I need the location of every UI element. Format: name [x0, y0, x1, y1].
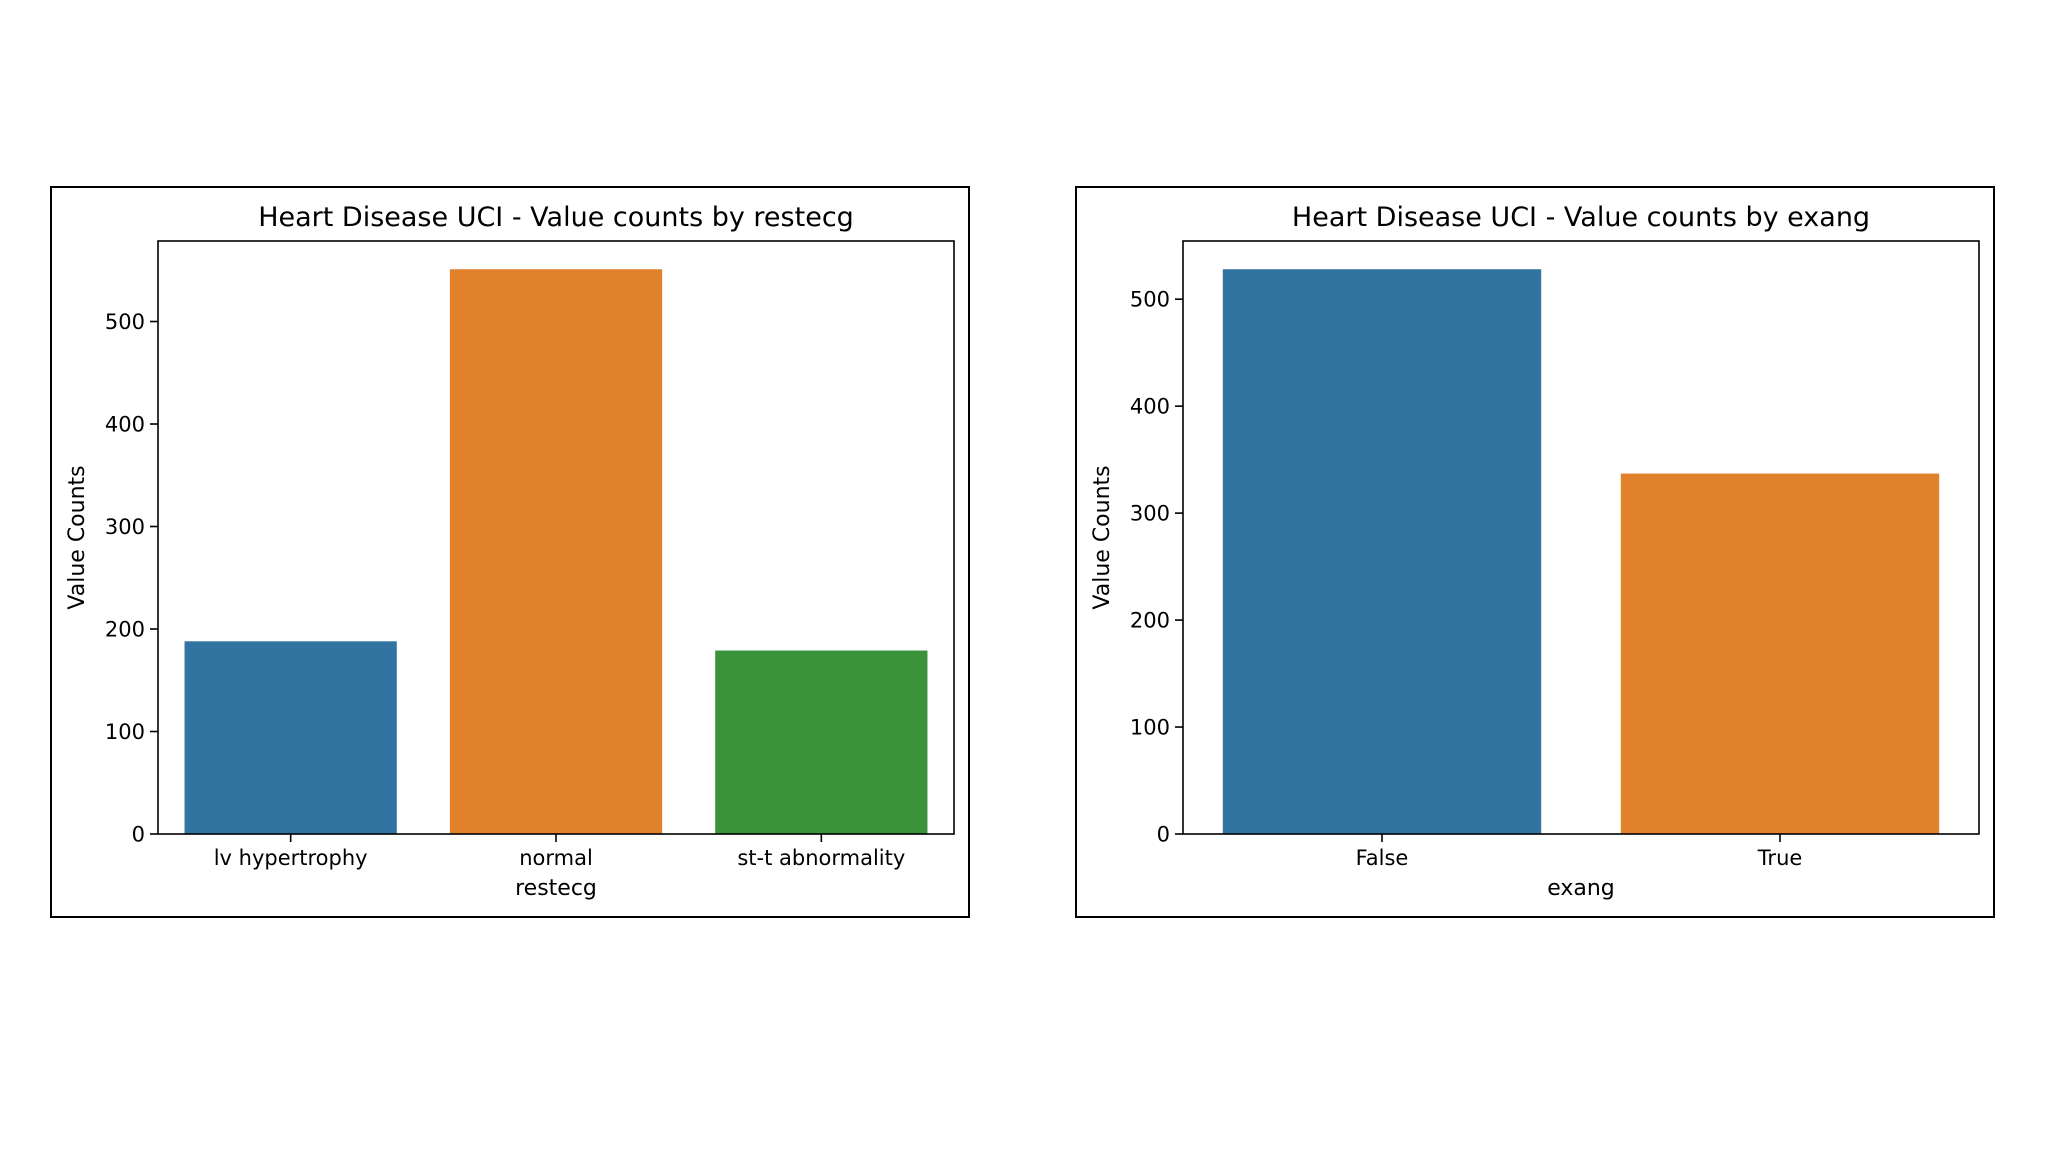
- y-tick-label: 500: [105, 310, 145, 334]
- bar-chart-exang: Heart Disease UCI - Value counts by exan…: [1090, 202, 1980, 901]
- y-tick-label: 400: [105, 413, 145, 437]
- bar-false: [1222, 269, 1542, 834]
- chart-panel-exang: Heart Disease UCI - Value counts by exan…: [1075, 186, 1995, 918]
- chart-title: Heart Disease UCI - Value counts by rest…: [258, 202, 854, 233]
- x-axis-label: exang: [1547, 876, 1615, 901]
- x-tick-label-lv-hypertrophy: lv hypertrophy: [214, 846, 368, 870]
- y-tick-label: 100: [105, 720, 145, 744]
- x-axis-label: restecg: [515, 876, 597, 901]
- y-tick-label: 200: [1130, 609, 1170, 633]
- y-tick-label: 0: [132, 823, 145, 847]
- bar-normal: [449, 269, 663, 834]
- bar-chart-restecg: Heart Disease UCI - Value counts by rest…: [65, 202, 955, 901]
- bar-true: [1620, 473, 1940, 834]
- chart-title: Heart Disease UCI - Value counts by exan…: [1292, 202, 1870, 233]
- y-tick-label: 200: [105, 618, 145, 642]
- y-tick-label: 100: [1130, 716, 1170, 740]
- x-tick-label-normal: normal: [519, 846, 593, 870]
- y-axis-label: Value Counts: [1090, 465, 1115, 609]
- y-tick-label: 300: [105, 515, 145, 539]
- chart-panel-restecg: Heart Disease UCI - Value counts by rest…: [50, 186, 970, 918]
- y-tick-label: 500: [1130, 288, 1170, 312]
- bar-st-t-abnormality: [715, 650, 928, 834]
- y-axis-label: Value Counts: [65, 465, 90, 609]
- y-tick-label: 300: [1130, 502, 1170, 526]
- x-tick-label-true: True: [1757, 846, 1803, 870]
- x-tick-label-false: False: [1356, 846, 1409, 870]
- y-tick-label: 0: [1157, 823, 1170, 847]
- bar-lv-hypertrophy: [184, 641, 397, 834]
- y-tick-label: 400: [1130, 395, 1170, 419]
- x-tick-label-st-t-abnormality: st-t abnormality: [737, 846, 905, 870]
- plot-frame: [1182, 240, 1980, 835]
